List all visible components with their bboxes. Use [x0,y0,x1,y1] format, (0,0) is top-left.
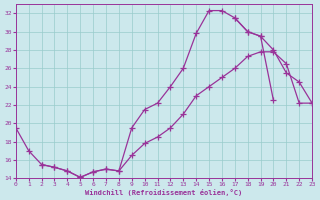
X-axis label: Windchill (Refroidissement éolien,°C): Windchill (Refroidissement éolien,°C) [85,189,243,196]
